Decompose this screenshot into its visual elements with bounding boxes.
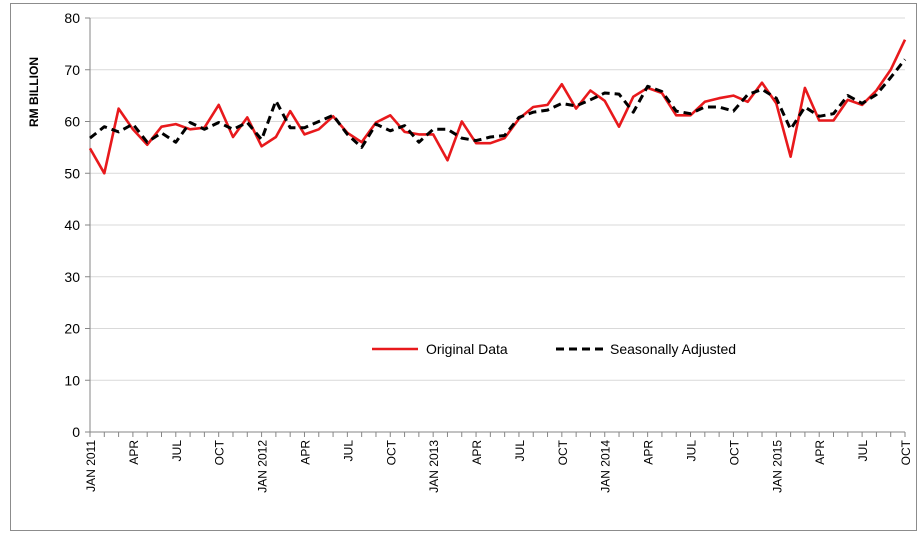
x-tick-label: JUL: [856, 440, 870, 462]
x-tick-label: JAN 2011: [84, 440, 98, 492]
x-tick-label: JAN 2015: [770, 440, 784, 493]
x-tick-label: OCT: [384, 439, 398, 465]
y-tick-label: 60: [64, 114, 80, 130]
y-tick-label: 10: [64, 372, 80, 388]
x-tick-label: APR: [127, 440, 141, 465]
y-tick-label: 30: [64, 269, 80, 285]
x-tick-label: JAN 2012: [256, 440, 270, 493]
x-tick-label: APR: [470, 440, 484, 465]
x-tick-label: JUL: [341, 440, 355, 462]
x-tick-label: APR: [813, 440, 827, 465]
x-tick-label: JUL: [685, 440, 699, 462]
x-tick-label: JUL: [170, 440, 184, 462]
y-axis-label: RM BILLION: [27, 57, 41, 127]
x-tick-label: JAN 2013: [427, 440, 441, 493]
y-tick-label: 20: [64, 321, 80, 337]
x-tick-label: JAN 2014: [599, 440, 613, 493]
chart-frame: [10, 3, 917, 531]
legend-label-original: Original Data: [426, 341, 508, 357]
y-tick-label: 80: [64, 10, 80, 26]
y-tick-label: 0: [72, 424, 80, 440]
y-tick-label: 70: [64, 62, 80, 78]
x-tick-label: APR: [298, 440, 312, 465]
series-line-original-data: [88, 39, 907, 175]
x-tick-label: OCT: [727, 439, 741, 465]
legend-label-seasonally-adjusted: Seasonally Adjusted: [610, 341, 736, 357]
x-tick-label: OCT: [899, 439, 913, 465]
x-tick-label: OCT: [213, 439, 227, 465]
x-tick-label: JUL: [513, 440, 527, 462]
x-tick-label: OCT: [556, 439, 570, 465]
series-line-seasonally-adjusted: [89, 58, 907, 149]
y-tick-label: 50: [64, 165, 80, 181]
y-tick-label: 40: [64, 217, 80, 233]
x-tick-label: APR: [642, 440, 656, 465]
